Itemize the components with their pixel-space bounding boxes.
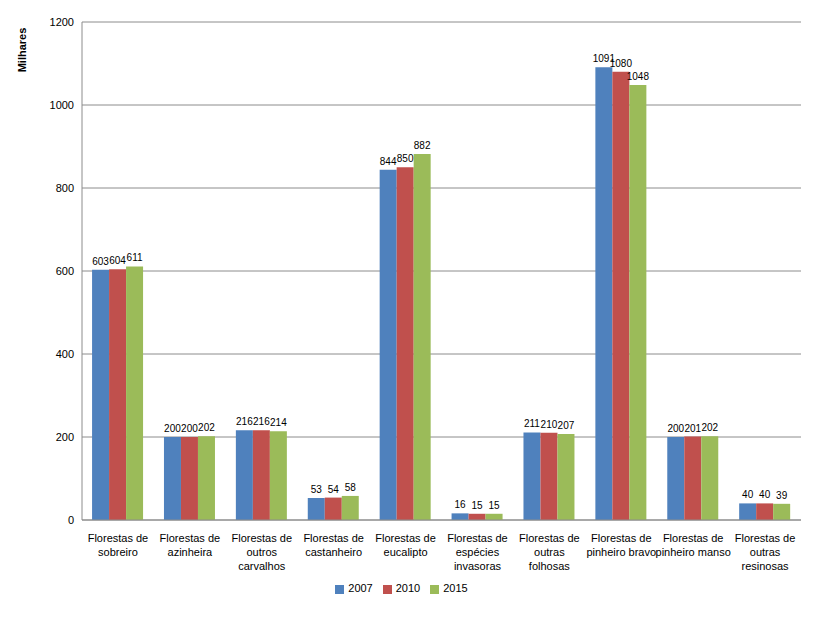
svg-text:202: 202 bbox=[198, 422, 215, 433]
svg-text:201: 201 bbox=[684, 423, 701, 434]
svg-text:Florestas depinheiro manso: Florestas depinheiro manso bbox=[656, 532, 731, 558]
svg-text:Florestas deoutroscarvalhos: Florestas deoutroscarvalhos bbox=[231, 532, 292, 572]
svg-text:882: 882 bbox=[414, 140, 431, 151]
svg-text:210: 210 bbox=[541, 419, 558, 430]
svg-text:58: 58 bbox=[345, 482, 357, 493]
svg-text:Florestas depinheiro bravo: Florestas depinheiro bravo bbox=[586, 532, 656, 558]
svg-text:1000: 1000 bbox=[50, 99, 74, 111]
svg-text:15: 15 bbox=[489, 500, 501, 511]
svg-text:850: 850 bbox=[397, 153, 414, 164]
svg-text:40: 40 bbox=[759, 489, 771, 500]
svg-text:216: 216 bbox=[253, 416, 270, 427]
svg-text:216: 216 bbox=[236, 416, 253, 427]
html-text:2007: 2007 bbox=[348, 582, 373, 594]
svg-text:Florestas decastanheiro: Florestas decastanheiro bbox=[303, 532, 364, 558]
svg-text:16: 16 bbox=[455, 499, 467, 510]
svg-text:Florestas deoutrasresinosas: Florestas deoutrasresinosas bbox=[735, 532, 796, 572]
svg-text:207: 207 bbox=[558, 420, 575, 431]
svg-text:54: 54 bbox=[328, 484, 340, 495]
svg-text:600: 600 bbox=[56, 265, 74, 277]
svg-text:603: 603 bbox=[92, 256, 109, 267]
svg-text:0: 0 bbox=[68, 514, 74, 526]
svg-text:Florestas deazinheira: Florestas deazinheira bbox=[160, 532, 221, 558]
svg-text:Florestas deespéciesinvasoras: Florestas deespéciesinvasoras bbox=[447, 532, 508, 572]
svg-text:Florestas desobreiro: Florestas desobreiro bbox=[88, 532, 149, 558]
svg-text:53: 53 bbox=[311, 484, 323, 495]
svg-text:400: 400 bbox=[56, 348, 74, 360]
svg-text:200: 200 bbox=[56, 431, 74, 443]
svg-text:Florestas deeucalipto: Florestas deeucalipto bbox=[375, 532, 436, 558]
svg-text:1080: 1080 bbox=[610, 58, 633, 69]
svg-text:200: 200 bbox=[181, 423, 198, 434]
html-text:2015: 2015 bbox=[443, 582, 468, 594]
svg-text:604: 604 bbox=[109, 255, 126, 266]
svg-text:40: 40 bbox=[742, 489, 754, 500]
svg-text:844: 844 bbox=[380, 156, 397, 167]
svg-text:214: 214 bbox=[270, 417, 287, 428]
svg-text:1091: 1091 bbox=[592, 53, 615, 65]
svg-text:202: 202 bbox=[701, 422, 718, 433]
svg-text:Florestas deoutrasfolhosas: Florestas deoutrasfolhosas bbox=[519, 532, 580, 572]
svg-text:200: 200 bbox=[667, 423, 684, 434]
svg-text:1048: 1048 bbox=[627, 71, 650, 82]
svg-text:800: 800 bbox=[56, 182, 74, 194]
svg-text:Milhares: Milhares bbox=[16, 28, 28, 73]
svg-text:611: 611 bbox=[127, 252, 143, 263]
svg-text:211: 211 bbox=[524, 418, 540, 429]
svg-text:39: 39 bbox=[776, 490, 788, 501]
svg-text:1200: 1200 bbox=[50, 16, 74, 28]
svg-text:15: 15 bbox=[472, 500, 484, 511]
svg-text:200: 200 bbox=[164, 423, 181, 434]
html-text:2010: 2010 bbox=[395, 582, 421, 594]
